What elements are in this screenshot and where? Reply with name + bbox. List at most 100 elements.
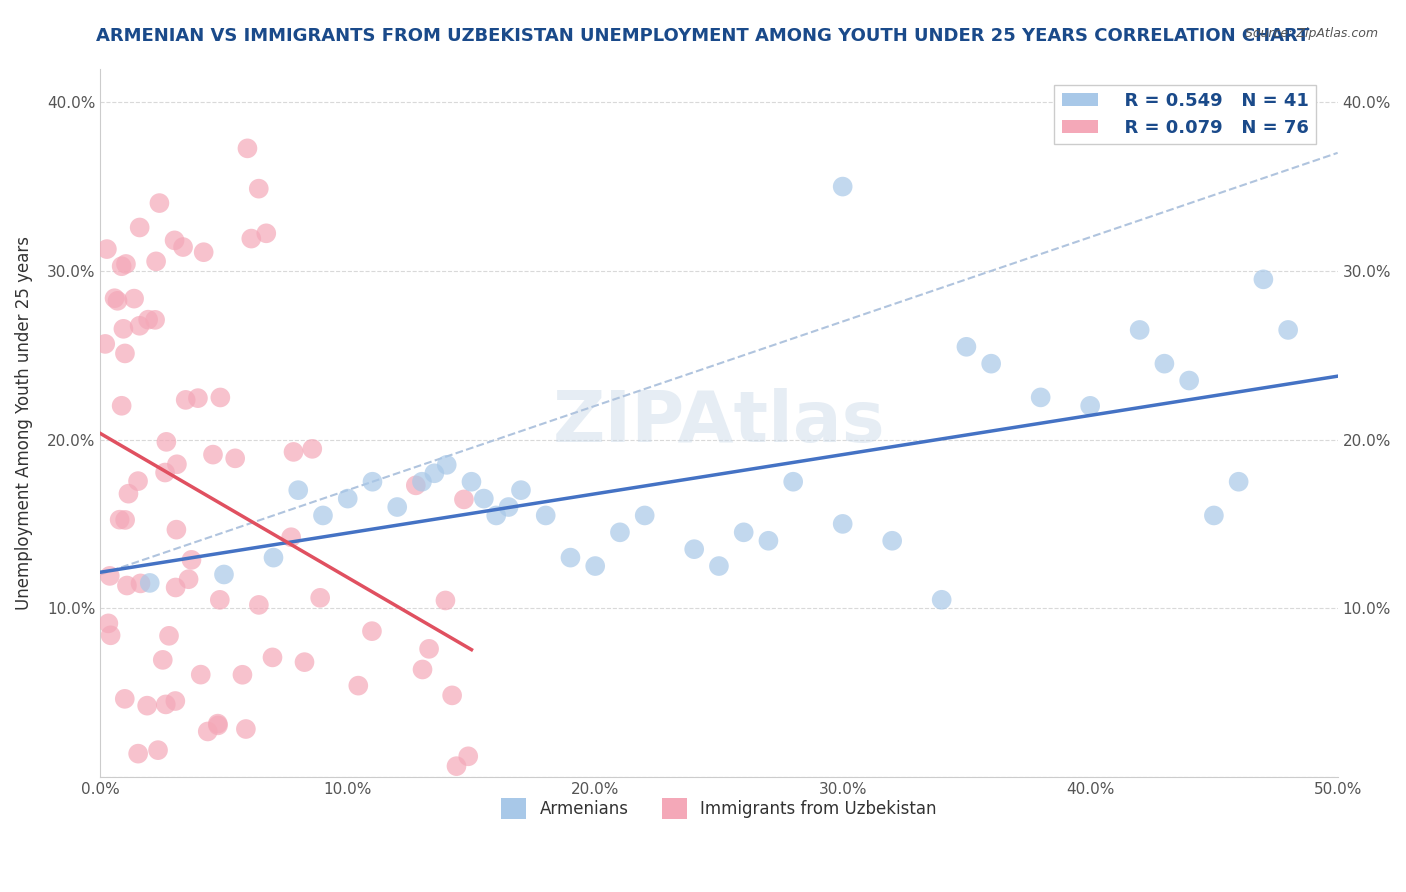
Immigrants from Uzbekistan [180, 553, 202, 567]
Legend: Armenians, Immigrants from Uzbekistan: Armenians, Immigrants from Uzbekistan [495, 791, 943, 825]
Immigrants from Uzbekistan [115, 257, 138, 271]
Text: Source: ZipAtlas.com: Source: ZipAtlas.com [1244, 27, 1378, 40]
Armenians [882, 533, 904, 548]
Immigrants from Uzbekistan [457, 749, 479, 764]
Immigrants from Uzbekistan [128, 318, 150, 333]
Immigrants from Uzbekistan [94, 337, 117, 351]
Immigrants from Uzbekistan [412, 663, 434, 677]
Armenians [1202, 508, 1225, 523]
Immigrants from Uzbekistan [207, 716, 229, 731]
Immigrants from Uzbekistan [111, 259, 134, 273]
Immigrants from Uzbekistan [146, 743, 169, 757]
Armenians [955, 340, 977, 354]
Armenians [634, 508, 657, 523]
Immigrants from Uzbekistan [347, 679, 370, 693]
Armenians [485, 508, 508, 523]
Immigrants from Uzbekistan [100, 628, 122, 642]
Immigrants from Uzbekistan [247, 598, 270, 612]
Immigrants from Uzbekistan [96, 242, 118, 256]
Immigrants from Uzbekistan [262, 650, 284, 665]
Armenians [782, 475, 804, 489]
Text: ARMENIAN VS IMMIGRANTS FROM UZBEKISTAN UNEMPLOYMENT AMONG YOUTH UNDER 25 YEARS C: ARMENIAN VS IMMIGRANTS FROM UZBEKISTAN U… [97, 27, 1309, 45]
Immigrants from Uzbekistan [197, 724, 219, 739]
Immigrants from Uzbekistan [114, 346, 136, 360]
Immigrants from Uzbekistan [165, 523, 187, 537]
Immigrants from Uzbekistan [129, 576, 152, 591]
Armenians [931, 592, 953, 607]
Immigrants from Uzbekistan [97, 616, 120, 631]
Armenians [139, 575, 162, 590]
Armenians [287, 483, 309, 498]
Immigrants from Uzbekistan [165, 581, 187, 595]
Immigrants from Uzbekistan [201, 448, 224, 462]
Immigrants from Uzbekistan [240, 231, 263, 245]
Immigrants from Uzbekistan [127, 474, 149, 488]
Armenians [212, 567, 235, 582]
Immigrants from Uzbekistan [98, 569, 121, 583]
Immigrants from Uzbekistan [309, 591, 332, 605]
Armenians [361, 475, 384, 489]
Armenians [1227, 475, 1250, 489]
Immigrants from Uzbekistan [224, 451, 246, 466]
Immigrants from Uzbekistan [155, 698, 177, 712]
Armenians [831, 516, 853, 531]
Armenians [472, 491, 495, 506]
Immigrants from Uzbekistan [153, 466, 176, 480]
Immigrants from Uzbekistan [209, 391, 232, 405]
Immigrants from Uzbekistan [107, 293, 129, 308]
Armenians [498, 500, 520, 514]
Immigrants from Uzbekistan [207, 718, 229, 732]
Immigrants from Uzbekistan [418, 641, 440, 656]
Armenians [263, 550, 285, 565]
Immigrants from Uzbekistan [236, 141, 259, 155]
Immigrants from Uzbekistan [193, 245, 215, 260]
Armenians [510, 483, 533, 498]
Immigrants from Uzbekistan [361, 624, 384, 639]
Immigrants from Uzbekistan [441, 689, 464, 703]
Immigrants from Uzbekistan [247, 182, 270, 196]
Immigrants from Uzbekistan [148, 196, 170, 211]
Immigrants from Uzbekistan [155, 434, 177, 449]
Immigrants from Uzbekistan [405, 478, 427, 492]
Immigrants from Uzbekistan [122, 292, 145, 306]
Immigrants from Uzbekistan [117, 486, 139, 500]
Immigrants from Uzbekistan [177, 572, 200, 586]
Immigrants from Uzbekistan [114, 691, 136, 706]
Armenians [583, 559, 606, 574]
Immigrants from Uzbekistan [143, 313, 166, 327]
Immigrants from Uzbekistan [157, 629, 180, 643]
Immigrants from Uzbekistan [174, 392, 197, 407]
Armenians [560, 550, 582, 565]
Immigrants from Uzbekistan [453, 492, 475, 507]
Immigrants from Uzbekistan [112, 322, 135, 336]
Immigrants from Uzbekistan [434, 593, 457, 607]
Immigrants from Uzbekistan [172, 240, 194, 254]
Armenians [831, 179, 853, 194]
Armenians [1129, 323, 1152, 337]
Immigrants from Uzbekistan [136, 698, 159, 713]
Armenians [336, 491, 359, 506]
Immigrants from Uzbekistan [283, 445, 305, 459]
Armenians [312, 508, 335, 523]
Immigrants from Uzbekistan [108, 513, 131, 527]
Immigrants from Uzbekistan [166, 457, 188, 471]
Armenians [1078, 399, 1101, 413]
Immigrants from Uzbekistan [190, 667, 212, 681]
Armenians [980, 357, 1002, 371]
Immigrants from Uzbekistan [128, 220, 150, 235]
Armenians [460, 475, 482, 489]
Armenians [1029, 391, 1052, 405]
Immigrants from Uzbekistan [294, 655, 316, 669]
Armenians [411, 475, 433, 489]
Y-axis label: Unemployment Among Youth under 25 years: Unemployment Among Youth under 25 years [15, 235, 32, 610]
Immigrants from Uzbekistan [127, 747, 149, 761]
Immigrants from Uzbekistan [114, 513, 136, 527]
Immigrants from Uzbekistan [446, 759, 468, 773]
Armenians [436, 458, 458, 472]
Armenians [387, 500, 409, 514]
Immigrants from Uzbekistan [145, 254, 167, 268]
Immigrants from Uzbekistan [165, 694, 187, 708]
Immigrants from Uzbekistan [187, 391, 209, 405]
Immigrants from Uzbekistan [103, 291, 125, 305]
Immigrants from Uzbekistan [235, 722, 257, 736]
